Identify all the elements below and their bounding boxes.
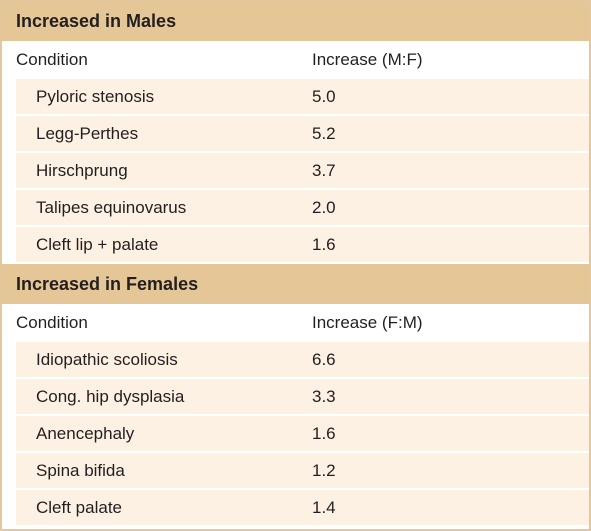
table-cell: Cong. hip dysplasia (36, 386, 185, 406)
table-row: Anencephaly 1.6 (16, 416, 589, 451)
table-cell: 1.6 (312, 234, 336, 254)
table-cell: 3.3 (312, 386, 336, 406)
table-cell: 1.2 (312, 460, 336, 480)
table-cell: 3.7 (312, 160, 336, 180)
table-cell: 1.4 (312, 497, 336, 517)
table-cell: Hirschprung (36, 160, 128, 180)
table-cell: Legg-Perthes (36, 123, 139, 143)
table-row: Pyloric stenosis 5.0 (16, 79, 589, 114)
table-cell: Pyloric stenosis (36, 86, 155, 106)
column-header: Increase (F:M) (312, 313, 423, 332)
table-cell: 5.0 (312, 86, 336, 106)
table-cell: Talipes equinovarus (36, 197, 187, 217)
header-row: Condition Increase (M:F) (2, 41, 589, 79)
table-row: Cong. hip dysplasia 3.3 (16, 379, 589, 414)
table-cell: 2.0 (312, 197, 336, 217)
section-title: Increased in Females (2, 264, 589, 304)
table-cell: Idiopathic scoliosis (36, 349, 178, 369)
column-header: Condition (16, 50, 88, 69)
table-row: Talipes equinovarus 2.0 (16, 190, 589, 225)
table-cell: 5.2 (312, 123, 336, 143)
table-row: Cleft palate 1.4 (16, 490, 589, 525)
table-cell: 6.6 (312, 349, 336, 369)
table-cell: Cleft palate (36, 497, 122, 517)
table-cell: Cleft lip + palate (36, 234, 159, 254)
table-row: Cleft lip + palate 1.6 (16, 227, 589, 262)
table-row: Legg-Perthes 5.2 (16, 116, 589, 151)
section-title: Increased in Males (2, 1, 589, 41)
table-cell: Anencephaly (36, 423, 135, 443)
table-cell: Spina bifida (36, 460, 125, 480)
header-row: Condition Increase (F:M) (2, 304, 589, 342)
table-row: Idiopathic scoliosis 6.6 (16, 342, 589, 377)
table-row: Spina bifida 1.2 (16, 453, 589, 488)
column-header: Increase (M:F) (312, 50, 423, 69)
table-cell: 1.6 (312, 423, 336, 443)
table-row: Hirschprung 3.7 (16, 153, 589, 188)
column-header: Condition (16, 313, 88, 332)
